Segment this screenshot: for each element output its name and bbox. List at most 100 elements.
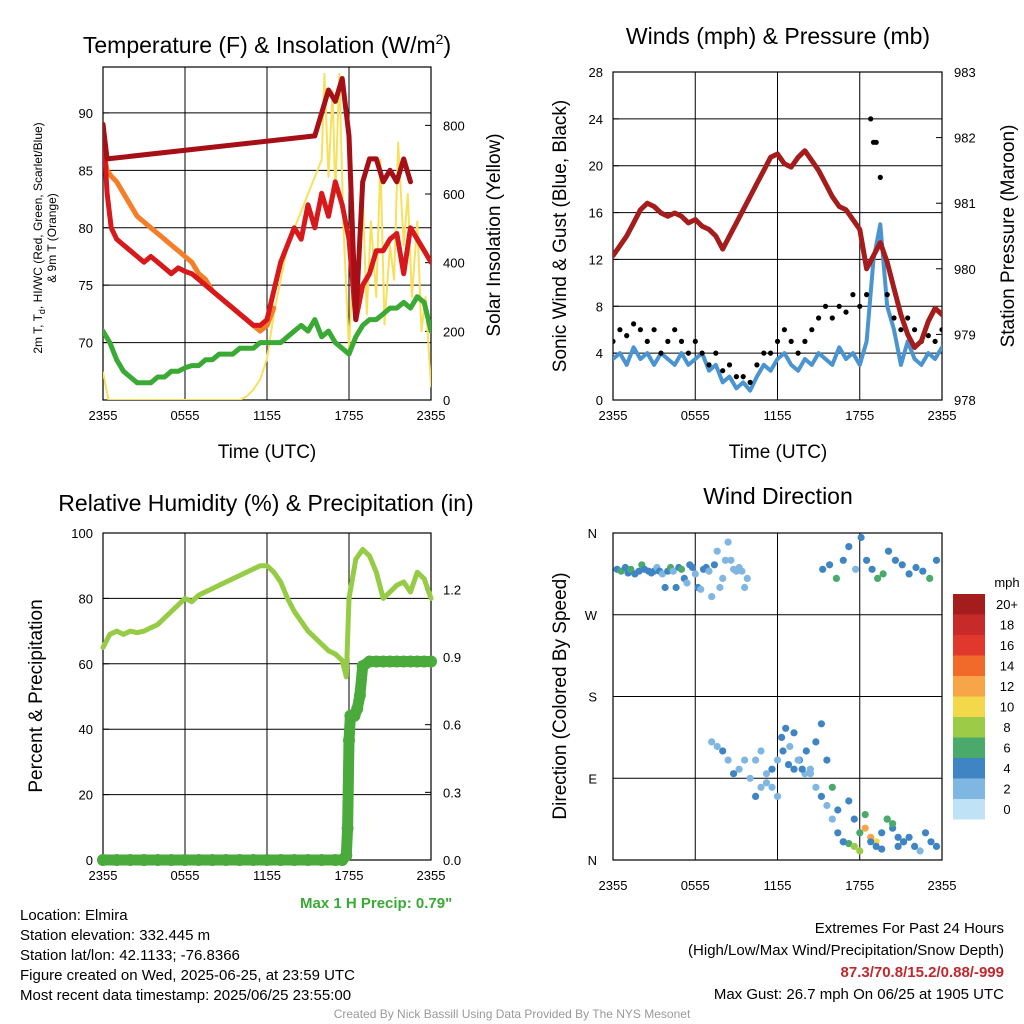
y-tick-label: 75 [79,278,93,293]
gust-point [624,333,630,339]
temperature-y-axis-label: 2m T, Td, HI/WC (Red, Green, Scarlet/Blu… [31,122,47,353]
gust-point [912,327,918,333]
gust-point [672,327,678,333]
direction-point [757,783,765,791]
gust-point [864,292,870,298]
direction-point [762,770,771,778]
precip-point [261,854,273,866]
humidity-plot-area: 2355 0555 1155 1755 23550204060801000.00.30.… [71,526,461,883]
direction-point [900,838,908,846]
legend-swatch [953,676,985,697]
wind-series [613,116,942,393]
direction-point [852,565,860,573]
gust-point [658,350,664,356]
direction-point [812,783,820,791]
gust-point [726,362,733,368]
direction-point [669,567,677,575]
direction-point [856,829,864,837]
plot-frame [612,532,943,861]
direction-point [828,783,836,791]
direction-point [905,570,913,578]
x-tick-label: 2355 [89,868,118,883]
gust-point [631,321,637,327]
precip-point [124,854,137,866]
direction-point [839,838,847,846]
gust-point [932,338,938,344]
direction-point [746,774,754,782]
direction-point [819,565,827,573]
y2-tick-label: 1.2 [443,582,461,597]
legend-label: 4 [1003,761,1010,776]
direction-point [916,847,924,855]
y-tick-label: 0 [86,853,93,868]
x-tick-label: 2355 [89,408,118,423]
x-tick-label: 0555 [171,868,200,883]
direction-point [889,820,897,828]
direction-point [752,792,760,801]
gust-point [644,338,650,344]
dewpoint-line [103,294,431,386]
direction-point [894,842,902,851]
direction-point [850,815,858,823]
precip-point [343,734,355,747]
y-tick-label: 8 [596,299,603,314]
direction-point [738,567,746,575]
y-tick-label: 4 [596,346,603,361]
direction-point [741,756,749,764]
y-tick-label: 24 [589,112,603,127]
legend-swatch [953,594,985,615]
direction-point [911,842,919,851]
legend-label: 6 [1003,741,1010,756]
y2-tick-label: 600 [443,187,465,202]
direction-point [834,829,842,837]
direction-point [812,738,820,746]
direction-point [823,756,831,764]
direction-point [768,783,776,791]
direction-point [786,742,794,751]
legend-swatch [953,758,985,779]
direction-point [778,733,786,742]
gust-point [774,338,781,344]
direction-point [773,792,782,801]
precip-point [315,854,328,866]
direction-point [845,797,853,805]
elevation-text: Station elevation: 332.445 m [20,927,211,944]
direction-chart-title: Wind Direction [703,483,853,509]
y-tick-label: 80 [79,221,93,236]
direction-point [932,556,941,564]
direction-point [878,845,886,853]
gust-point [637,327,644,333]
gust-point [925,333,931,339]
extremes-title: Extremes For Past 24 Hours [814,920,1004,937]
precip-point [302,854,314,866]
direction-tick-label: E [588,771,597,786]
humidity-chart-title: Relative Humidity (%) & Precipitation (i… [58,490,473,516]
station-info: Location: Elmira Station elevation: 332.… [20,906,355,1006]
precip-point [220,854,232,866]
legend-label: 10 [1000,700,1014,715]
max-precip-label: Max 1 H Precip: 0.79" [300,895,453,912]
legend-swatch [953,655,985,676]
direction-point [912,563,920,572]
y-tick-label: 20 [589,159,603,174]
gust-point [617,327,623,333]
direction-point [927,838,935,846]
direction-point [621,563,629,572]
y2-tick-label: 0.0 [443,853,461,868]
legend-swatch [953,696,985,717]
direction-point [661,583,669,592]
gust-point [836,303,842,309]
direction-point [861,824,869,832]
direction-point [806,770,815,778]
direction-point [839,556,847,564]
precip-point [110,854,123,866]
gust-point [713,350,719,356]
x-tick-label: 1155 [253,868,281,883]
direction-point [894,833,902,841]
y-tick-label: 60 [79,657,93,672]
y2-tick-label: 983 [954,65,976,80]
humidity-y-axis-label: Percent & Precipitation [26,599,47,792]
precip-point [165,854,178,866]
insolation-line [103,72,431,400]
